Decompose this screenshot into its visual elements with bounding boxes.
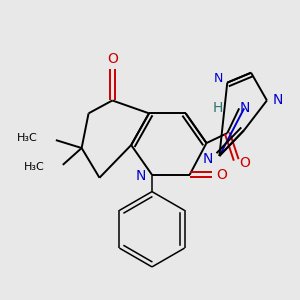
Text: H₃C: H₃C [24, 162, 45, 172]
Text: N: N [214, 72, 223, 85]
Text: N: N [136, 169, 146, 183]
Text: O: O [240, 156, 250, 170]
Text: N: N [273, 94, 283, 107]
Text: H₃C: H₃C [17, 133, 38, 143]
Text: N: N [203, 152, 213, 166]
Text: N: N [239, 101, 250, 116]
Text: O: O [107, 52, 118, 66]
Text: H: H [213, 101, 223, 116]
Text: O: O [216, 168, 227, 182]
